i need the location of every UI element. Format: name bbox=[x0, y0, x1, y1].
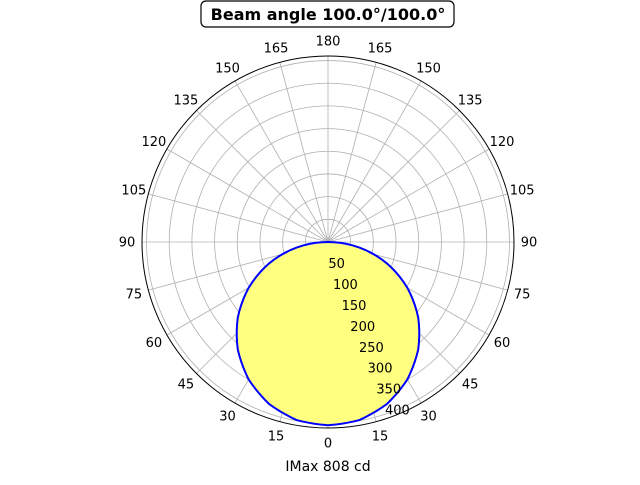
angle-tick-label: 75 bbox=[514, 288, 531, 303]
radial-tick-label: 400 bbox=[385, 404, 410, 419]
x-axis-label: IMax 808 cd bbox=[285, 459, 370, 475]
angle-tick-label: 150 bbox=[416, 61, 441, 76]
angle-tick-label: 120 bbox=[142, 135, 167, 150]
radial-tick-label: 300 bbox=[368, 362, 393, 377]
angle-tick-label: 150 bbox=[215, 61, 240, 76]
angle-tick-label: 15 bbox=[372, 430, 389, 445]
angle-tick-label: 60 bbox=[146, 336, 163, 351]
chart-title-box bbox=[200, 0, 455, 28]
angle-tick-label: 90 bbox=[521, 236, 538, 251]
radial-tick-label: 350 bbox=[376, 383, 401, 398]
angle-tick-label: 60 bbox=[494, 336, 511, 351]
angle-tick-label: 105 bbox=[121, 183, 146, 198]
angle-tick-label: 0 bbox=[324, 437, 332, 452]
label-layer: 0 15 30 45 60 75 90 105 120 135 150 165 180 165 150 135… bbox=[119, 35, 538, 452]
radial-tick-label: 50 bbox=[328, 257, 345, 272]
angle-tick-label: 90 bbox=[119, 236, 136, 251]
angle-tick-label: 45 bbox=[178, 378, 195, 393]
radial-tick-label: 250 bbox=[359, 341, 384, 356]
angle-tick-label: 180 bbox=[316, 35, 341, 50]
angular-gridline bbox=[327, 148, 490, 243]
radial-tick-label: 100 bbox=[333, 278, 358, 293]
angle-tick-label: 15 bbox=[268, 430, 285, 445]
frame-layer bbox=[141, 55, 515, 429]
chart-title: Beam angle 100.0°/100.0° bbox=[211, 5, 446, 24]
angle-tick-label: 135 bbox=[458, 93, 483, 108]
series-layer bbox=[235, 240, 421, 427]
polar-frame bbox=[141, 55, 515, 429]
angle-tick-label: 105 bbox=[510, 183, 535, 198]
series-fill bbox=[237, 242, 419, 426]
angle-tick-label: 165 bbox=[368, 41, 393, 56]
angular-gridline bbox=[166, 148, 329, 243]
chart-title-group: Beam angle 100.0°/100.0° bbox=[200, 0, 455, 28]
angle-tick-label: 30 bbox=[420, 410, 437, 425]
angle-tick-label: 75 bbox=[126, 288, 143, 303]
angular-gridline bbox=[148, 193, 329, 243]
angle-tick-label: 30 bbox=[219, 410, 236, 425]
radial-tick-label: 200 bbox=[350, 320, 375, 335]
angle-tick-label: 165 bbox=[264, 41, 289, 56]
series-line bbox=[235, 240, 421, 427]
angular-gridline bbox=[327, 62, 377, 243]
angle-tick-label: 45 bbox=[462, 378, 479, 393]
angular-gridline bbox=[196, 110, 329, 243]
angular-gridline bbox=[234, 80, 329, 243]
angle-tick-label: 120 bbox=[490, 135, 515, 150]
angular-gridline bbox=[327, 80, 422, 243]
angular-gridline bbox=[279, 62, 329, 243]
angular-gridline bbox=[327, 110, 460, 243]
angle-tick-label: 135 bbox=[173, 93, 198, 108]
radial-tick-label: 150 bbox=[342, 299, 367, 314]
angular-gridline bbox=[327, 193, 508, 243]
